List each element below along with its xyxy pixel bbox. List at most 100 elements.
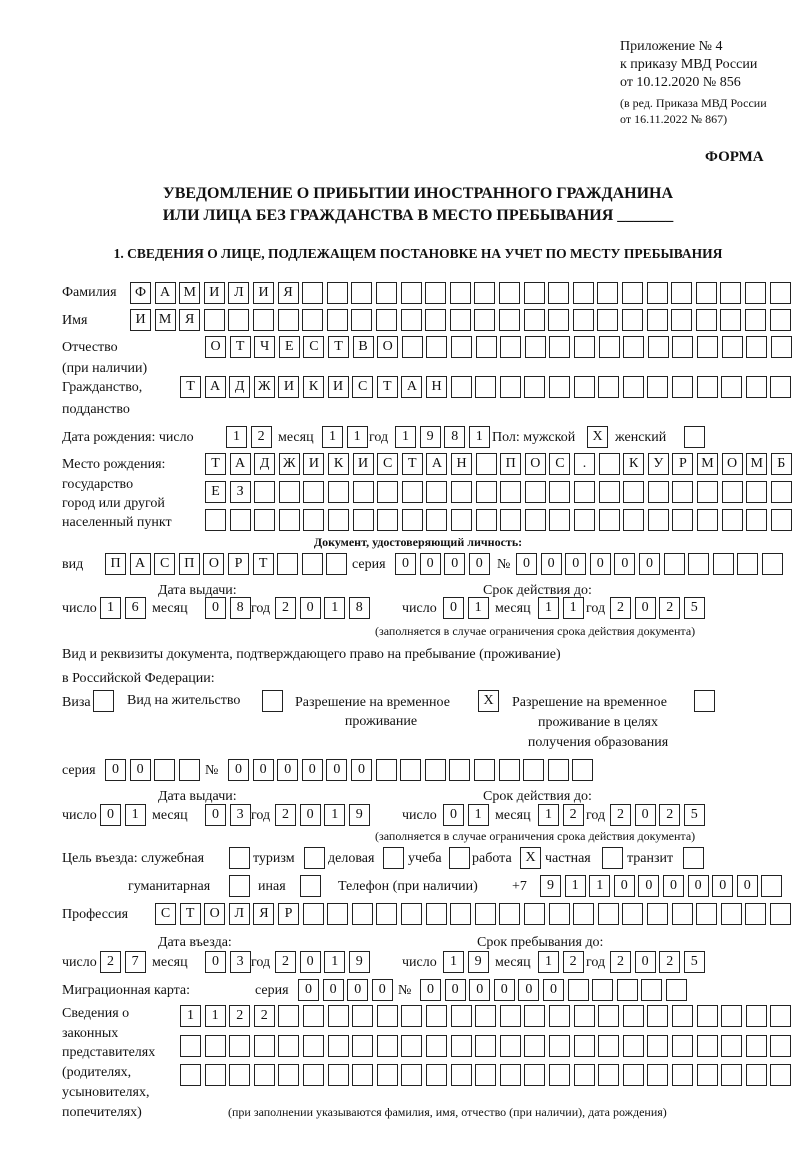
char-box[interactable] [302, 282, 324, 304]
char-box[interactable]: Б [770, 453, 792, 475]
char-box[interactable] [401, 1005, 423, 1027]
char-box[interactable] [376, 309, 397, 331]
char-box[interactable] [426, 1035, 447, 1057]
char-box[interactable] [278, 1064, 300, 1086]
char-box[interactable] [647, 481, 669, 503]
char-box[interactable] [623, 509, 645, 531]
char-box[interactable] [671, 282, 693, 304]
char-box[interactable]: 3 [229, 951, 251, 973]
char-box[interactable] [301, 553, 323, 575]
char-box[interactable] [549, 336, 571, 358]
char-box[interactable] [523, 759, 545, 781]
char-box[interactable] [597, 903, 619, 925]
char-box[interactable]: О [203, 553, 225, 575]
char-box[interactable] [228, 309, 250, 331]
char-box[interactable] [647, 1064, 669, 1086]
char-box[interactable]: К [623, 453, 645, 475]
char-box[interactable]: 9 [348, 951, 370, 973]
char-box[interactable]: И [203, 282, 225, 304]
char-box[interactable]: 9 [540, 875, 561, 897]
char-box[interactable] [646, 309, 668, 331]
char-box[interactable] [567, 979, 589, 1001]
char-box[interactable]: Е [278, 336, 300, 358]
char-box[interactable]: Т [229, 336, 251, 358]
char-box[interactable] [549, 1005, 570, 1027]
char-box[interactable] [622, 376, 644, 398]
char-box[interactable] [694, 690, 715, 712]
char-box[interactable] [769, 309, 791, 331]
char-box[interactable] [746, 509, 768, 531]
char-box[interactable] [401, 903, 422, 925]
char-box[interactable] [573, 1035, 595, 1057]
char-box[interactable] [598, 336, 620, 358]
char-box[interactable]: 0 [518, 979, 540, 1001]
char-box[interactable]: А [129, 553, 151, 575]
char-box[interactable]: Т [376, 376, 398, 398]
char-box[interactable]: М [697, 453, 718, 475]
char-box[interactable] [597, 282, 619, 304]
char-box[interactable]: 2 [250, 426, 272, 448]
char-box[interactable] [647, 1035, 669, 1057]
char-box[interactable] [524, 1064, 546, 1086]
char-box[interactable]: 8 [444, 426, 466, 448]
char-box[interactable] [598, 481, 620, 503]
char-box[interactable] [500, 336, 522, 358]
char-box[interactable] [475, 1064, 497, 1086]
char-box[interactable] [697, 481, 718, 503]
char-box[interactable]: Е [205, 481, 226, 503]
char-box[interactable] [695, 309, 717, 331]
char-box[interactable] [426, 1064, 447, 1086]
char-box[interactable] [352, 481, 374, 503]
char-box[interactable] [598, 1005, 620, 1027]
char-box[interactable] [327, 1064, 349, 1086]
char-box[interactable] [572, 282, 594, 304]
char-box[interactable] [178, 759, 200, 781]
char-box[interactable]: А [426, 453, 448, 475]
char-box[interactable] [449, 309, 471, 331]
char-box[interactable] [475, 509, 497, 531]
field-p-private[interactable] [602, 847, 627, 869]
char-box[interactable]: 0 [252, 759, 274, 781]
char-box[interactable]: И [352, 453, 374, 475]
char-box[interactable]: 2 [659, 597, 681, 619]
char-box[interactable] [302, 903, 324, 925]
char-box[interactable]: А [229, 453, 251, 475]
field-birthplace3[interactable] [205, 509, 795, 531]
char-box[interactable] [641, 979, 663, 1001]
field-trpe[interactable] [694, 690, 719, 712]
char-box[interactable]: О [204, 903, 226, 925]
char-box[interactable] [696, 903, 718, 925]
char-box[interactable] [720, 282, 742, 304]
char-box[interactable]: О [205, 336, 226, 358]
char-box[interactable]: 1 [538, 951, 559, 973]
char-box[interactable] [696, 376, 718, 398]
char-box[interactable]: У [647, 453, 669, 475]
char-box[interactable]: 0 [322, 979, 344, 1001]
char-box[interactable] [351, 282, 373, 304]
char-box[interactable] [474, 759, 495, 781]
char-box[interactable] [499, 1035, 521, 1057]
char-box[interactable] [696, 1005, 718, 1027]
char-box[interactable] [720, 309, 742, 331]
field-p-transit[interactable] [683, 847, 708, 869]
char-box[interactable] [672, 509, 694, 531]
char-box[interactable] [549, 481, 571, 503]
char-box[interactable] [549, 376, 570, 398]
char-box[interactable] [450, 903, 472, 925]
char-box[interactable]: 0 [516, 553, 537, 575]
char-box[interactable]: 8 [348, 597, 370, 619]
char-box[interactable]: Т [252, 553, 274, 575]
char-box[interactable] [499, 376, 521, 398]
char-box[interactable]: 0 [638, 875, 660, 897]
char-box[interactable]: 2 [562, 951, 584, 973]
char-box[interactable] [451, 509, 472, 531]
field-residence[interactable] [262, 690, 287, 712]
char-box[interactable] [377, 509, 399, 531]
char-box[interactable]: 5 [683, 951, 705, 973]
char-box[interactable] [154, 759, 176, 781]
